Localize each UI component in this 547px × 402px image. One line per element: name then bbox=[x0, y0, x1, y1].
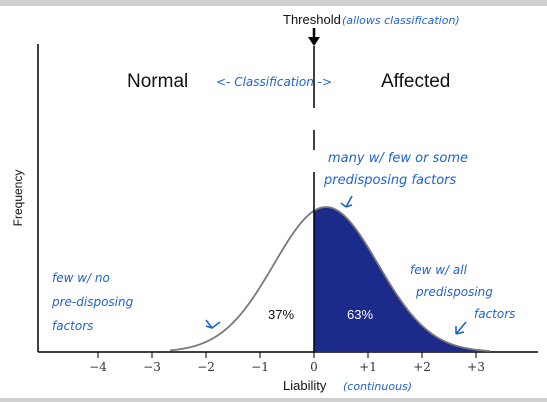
right-tail-annotation-line2: predisposing bbox=[415, 285, 493, 299]
peak-annotation-line2: predisposing factors bbox=[323, 173, 457, 188]
tick-label-pos3: +3 bbox=[467, 360, 485, 374]
liability-distribution-curve bbox=[169, 206, 491, 352]
affected-region bbox=[314, 207, 490, 352]
left-tail-annotation-arrow bbox=[205, 319, 221, 330]
tick-label-neg3: −3 bbox=[143, 360, 161, 374]
normal-percentage: 37% bbox=[268, 307, 294, 322]
right-tail-annotation-arrow bbox=[455, 321, 467, 335]
right-tail-annotation-line3: factors bbox=[474, 307, 515, 321]
affected-label: Affected bbox=[381, 71, 450, 92]
threshold-label: Threshold bbox=[283, 12, 341, 27]
left-tail-annotation-line1: few w/ no bbox=[52, 271, 110, 285]
tick-label-0: 0 bbox=[310, 360, 318, 374]
threshold-arrow-head bbox=[308, 37, 320, 46]
tick-label-neg1: −1 bbox=[251, 360, 269, 374]
tick-label-neg2: −2 bbox=[197, 360, 215, 374]
bottom-frame-bar bbox=[0, 398, 547, 402]
tick-label-pos1: +1 bbox=[359, 360, 377, 374]
peak-annotation-line1: many w/ few or some bbox=[328, 151, 468, 166]
affected-percentage: 63% bbox=[347, 307, 373, 322]
x-axis-label: Liability bbox=[283, 378, 327, 393]
threshold-note: (allows classification) bbox=[342, 14, 460, 27]
y-axis-label: Frequency bbox=[11, 170, 25, 227]
left-tail-annotation-line3: factors bbox=[52, 319, 93, 333]
top-frame-bar bbox=[0, 0, 547, 6]
right-tail-annotation-line1: few w/ all bbox=[410, 263, 468, 277]
tick-label-neg4: −4 bbox=[89, 360, 107, 374]
x-axis-label-note: (continuous) bbox=[343, 380, 412, 393]
normal-label: Normal bbox=[127, 71, 188, 92]
left-tail-annotation-line2: pre-disposing bbox=[51, 295, 134, 309]
tick-label-pos2: +2 bbox=[413, 360, 431, 374]
classification-note: <- Classification -> bbox=[216, 75, 332, 89]
x-axis-ticks: −4 −3 −2 −1 0 +1 +2 +3 bbox=[89, 352, 485, 374]
peak-annotation-arrow bbox=[340, 195, 353, 208]
